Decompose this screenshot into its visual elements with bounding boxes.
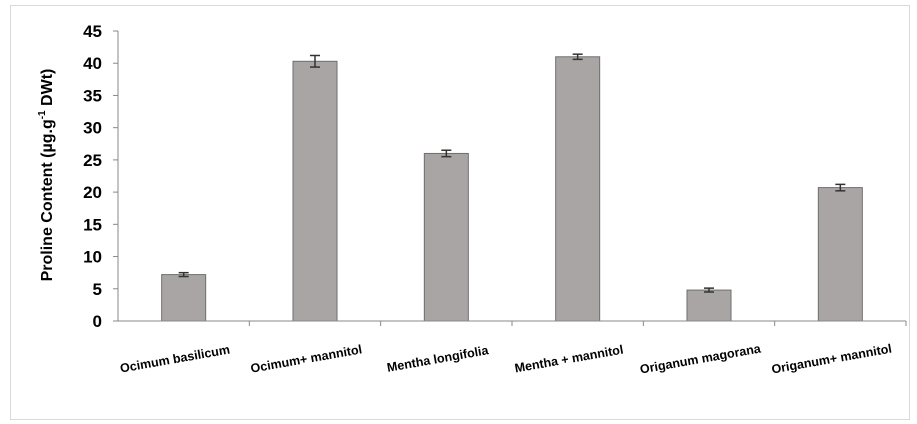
x-category-label: Origanum magorana xyxy=(639,341,763,376)
x-category-label: Origanum+ mannitol xyxy=(770,342,892,377)
bar xyxy=(555,56,601,322)
y-tick-label: 40 xyxy=(83,54,102,73)
y-axis-title-superscript: -1 xyxy=(37,110,48,119)
y-tick-label: 0 xyxy=(93,312,102,331)
x-category-label: Mentha longifolia xyxy=(386,343,491,375)
y-tick-label: 30 xyxy=(83,119,102,138)
bar xyxy=(817,187,863,322)
y-tick-label: 25 xyxy=(83,151,102,170)
y-tick-label: 15 xyxy=(83,215,102,234)
y-tick-label: 5 xyxy=(93,280,102,299)
y-axis-title: Proline Content (µg.g-1 DWt) xyxy=(37,69,56,282)
bar xyxy=(686,289,732,322)
y-tick-label: 45 xyxy=(83,22,102,41)
bar xyxy=(292,60,338,322)
bar xyxy=(423,152,469,322)
bar-series xyxy=(161,53,863,322)
x-category-label: Ocimum+ mannitol xyxy=(250,342,364,375)
y-axis-ticks: 0 5 10 15 20 25 30 35 40 45 xyxy=(83,22,118,331)
bar xyxy=(161,274,207,322)
y-tick-label: 35 xyxy=(83,86,102,105)
y-axis-title-main: Proline Content (µg.g xyxy=(39,119,56,281)
x-category-label: Mentha + mannitol xyxy=(514,343,625,376)
y-axis-title-suffix: DWt) xyxy=(39,69,56,111)
x-category-label: Ocimum basilicum xyxy=(119,343,231,376)
x-axis-ticks: Ocimum basilicum Ocimum+ mannitol Mentha l… xyxy=(119,321,907,377)
y-tick-label: 20 xyxy=(83,183,102,202)
y-tick-label: 10 xyxy=(83,248,102,267)
